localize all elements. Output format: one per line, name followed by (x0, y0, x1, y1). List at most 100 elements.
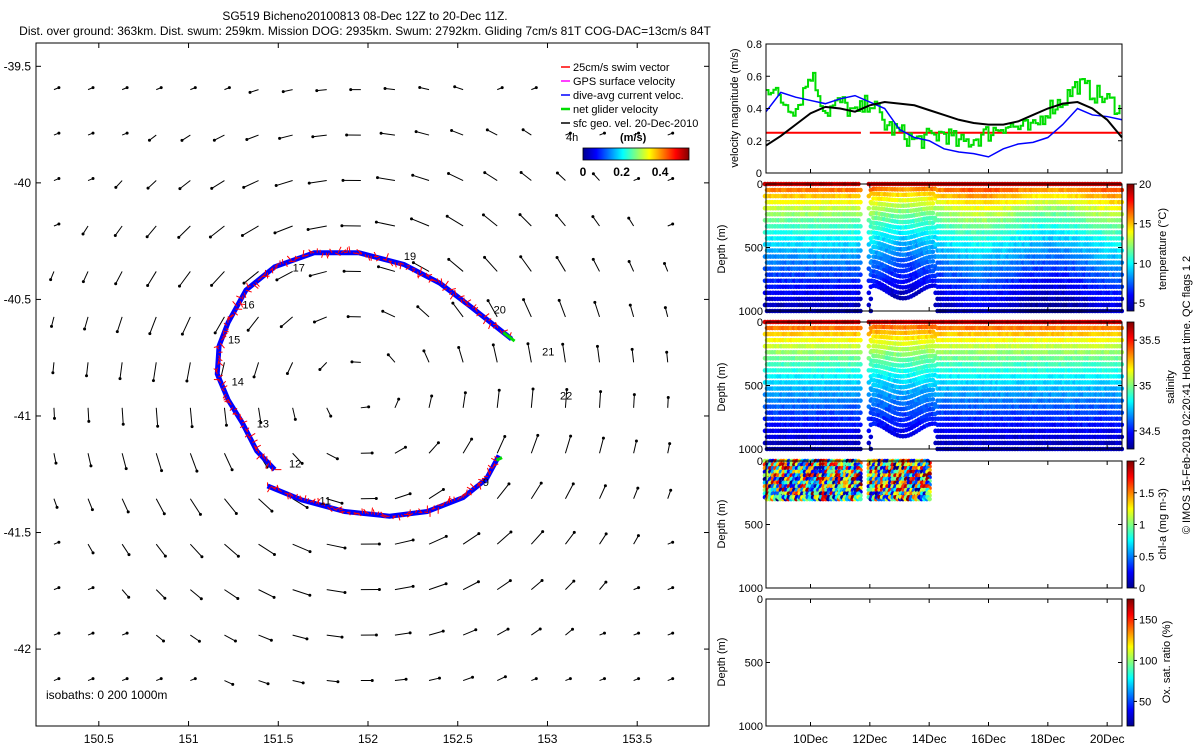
geo-arrow (496, 388, 501, 408)
section-colorbar-tick-label: 35.5 (1139, 335, 1160, 347)
geo-arrow (274, 180, 293, 188)
geo-arrow (519, 170, 532, 181)
section-y-tick-label: 0 (757, 456, 763, 468)
geo-arrow (496, 627, 510, 636)
track-dive-avg (266, 454, 502, 519)
map-x-tick-label: 153 (537, 732, 557, 746)
geo-arrow (87, 498, 94, 512)
section-colorbar-tick-label: 0.5 (1139, 551, 1154, 563)
geo-arrow (87, 453, 93, 468)
geo-arrow (386, 353, 396, 363)
geo-arrow (627, 216, 635, 227)
geo-arrow (593, 300, 601, 318)
geo-arrow (450, 129, 464, 136)
geo-arrow (481, 213, 498, 227)
geo-arrow (663, 261, 669, 272)
geo-arrow (591, 257, 600, 272)
geo-arrow (394, 677, 408, 682)
velocity-y-axis: 0 0.2 0.4 0.6 0.8 (747, 39, 1122, 180)
geo-arrow (155, 589, 167, 600)
track-swim-vectors (267, 456, 499, 521)
geo-arrow (177, 225, 191, 239)
geo-arrow (178, 271, 191, 288)
geo-arrow (118, 362, 123, 381)
figure-title: SG519 Bicheno20100813 08-Dec 12Z to 20-D… (0, 9, 730, 39)
geo-arrow (497, 86, 504, 91)
geo-arrow (178, 180, 191, 191)
section-ylabel-oxygen: Depth (m) (716, 638, 728, 687)
geo-arrow (667, 677, 675, 682)
geo-arrow (85, 362, 89, 378)
geo-arrow (633, 439, 638, 454)
day-label: 16 (242, 300, 254, 312)
geo-arrow (483, 171, 498, 181)
section-colorbar-tick-label: 5 (1139, 298, 1145, 310)
geo-arrow (462, 391, 467, 408)
geo-arrow (342, 269, 361, 273)
section-ylabel-temperature: Depth (m) (716, 225, 728, 274)
section-colorbar-tick-label: 150 (1139, 614, 1157, 626)
geo-arrow (224, 634, 237, 643)
geo-arrow (292, 680, 305, 685)
geo-arrow (428, 629, 445, 636)
geo-arrow (258, 589, 276, 599)
geo-arrow (360, 451, 374, 455)
geo-arrow (411, 173, 430, 182)
colorbar-title: (m/s) (620, 132, 647, 144)
geo-arrow (667, 488, 673, 499)
day-label: 20 (494, 304, 506, 316)
geo-arrow (633, 586, 641, 591)
section-colorbar-tick-label: 50 (1139, 696, 1151, 708)
colorbar-label-chla: chl-a (mg m-3) (1157, 488, 1169, 560)
geo-arrow (312, 316, 327, 324)
time-tick-label: 18Dec (1030, 732, 1065, 746)
geo-arrow (531, 627, 542, 636)
geo-arrow (53, 131, 61, 136)
geo-arrow (189, 407, 194, 429)
map-x-tick-label: 151 (179, 732, 199, 746)
geo-arrow (394, 397, 401, 409)
geo-arrow (633, 677, 641, 682)
geo-arrow (630, 347, 635, 363)
geo-arrow (292, 589, 312, 597)
geo-arrow (248, 89, 259, 94)
geo-arrow (496, 435, 507, 454)
geo-arrow (486, 299, 498, 318)
geo-arrow (666, 396, 670, 408)
geo-arrow (273, 225, 293, 235)
geo-arrow (190, 86, 197, 91)
geo-arrow (346, 315, 361, 319)
geo-arrow (416, 305, 430, 318)
geo-arrow (53, 498, 59, 509)
legend-glider: net glider velocity (573, 104, 658, 116)
geo-arrow (326, 634, 344, 639)
geo-arrow (341, 178, 361, 182)
section-colorbar-tick-label: 0 (1139, 583, 1145, 595)
geo-arrow (189, 453, 199, 473)
geo-arrow (224, 86, 231, 91)
geo-arrow (394, 631, 412, 636)
geo-arrow (326, 498, 344, 505)
time-axis: 10Dec 12Dec 14Dec 16Dec 18Dec 20Dec (793, 169, 1125, 746)
geo-arrow (667, 586, 675, 591)
geo-arrow (665, 350, 669, 363)
section-colorbar (1126, 598, 1135, 727)
day-label: 22 (560, 391, 572, 403)
geo-arrow (414, 130, 430, 136)
geo-arrow (564, 434, 573, 454)
map-y-tick-label: -40.5 (4, 292, 32, 306)
geo-arrow (531, 677, 538, 682)
geo-arrow (376, 176, 396, 182)
geo-arrow (496, 530, 513, 545)
geo-arrow (87, 131, 95, 136)
geo-arrow (530, 387, 535, 408)
geo-arrow (555, 256, 566, 272)
geo-arrow (599, 631, 606, 636)
geo-arrow (224, 589, 240, 601)
section-y-tick-label: 0 (757, 317, 763, 329)
geo-arrow (190, 589, 203, 601)
time-tick-label: 20Dec (1090, 732, 1125, 746)
geo-arrow (213, 316, 225, 335)
geo-arrow (394, 492, 412, 500)
section-colorbar (1126, 183, 1135, 312)
